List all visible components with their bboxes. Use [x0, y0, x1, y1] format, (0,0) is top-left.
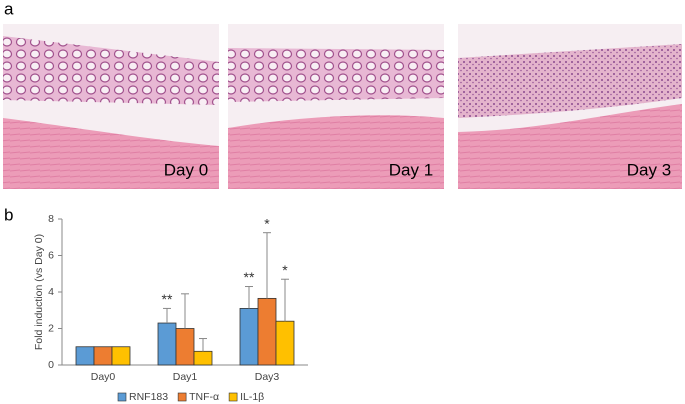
legend-swatch	[228, 392, 238, 402]
significance-label: *	[264, 215, 270, 231]
bar	[175, 328, 195, 366]
y-tick-label: 8	[48, 213, 54, 225]
legend-label: RNF183	[129, 391, 168, 403]
bar	[275, 320, 295, 366]
bar	[93, 346, 113, 366]
histology-image	[3, 24, 219, 189]
bar	[157, 322, 177, 366]
y-tick-label: 6	[48, 249, 54, 261]
histology-image	[458, 24, 682, 189]
x-tick-label: Day0	[91, 371, 116, 383]
bar	[75, 346, 95, 366]
x-tick-label: Day1	[173, 371, 198, 383]
bar	[111, 346, 131, 366]
image-label: Day 3	[627, 160, 671, 179]
significance-label: **	[244, 269, 255, 285]
bar	[193, 350, 213, 366]
bar	[257, 297, 277, 366]
significance-label: **	[162, 291, 173, 307]
legend-label: IL-1β	[240, 391, 264, 403]
image-label: Day 1	[389, 160, 433, 179]
significance-label: *	[282, 262, 288, 278]
histology-image	[228, 24, 444, 189]
y-tick-label: 0	[48, 359, 54, 371]
legend-swatch	[177, 392, 187, 402]
bar	[239, 308, 259, 366]
panel-label: a	[4, 0, 14, 18]
image-label: Day 0	[164, 160, 208, 179]
panel-label: b	[4, 205, 13, 224]
y-axis-title: Fold induction (vs Day 0)	[33, 234, 45, 350]
legend-swatch	[117, 392, 127, 402]
y-tick-label: 2	[48, 322, 54, 334]
legend-label: TNF-α	[189, 391, 219, 403]
y-tick-label: 4	[48, 286, 54, 298]
x-tick-label: Day3	[255, 371, 280, 383]
